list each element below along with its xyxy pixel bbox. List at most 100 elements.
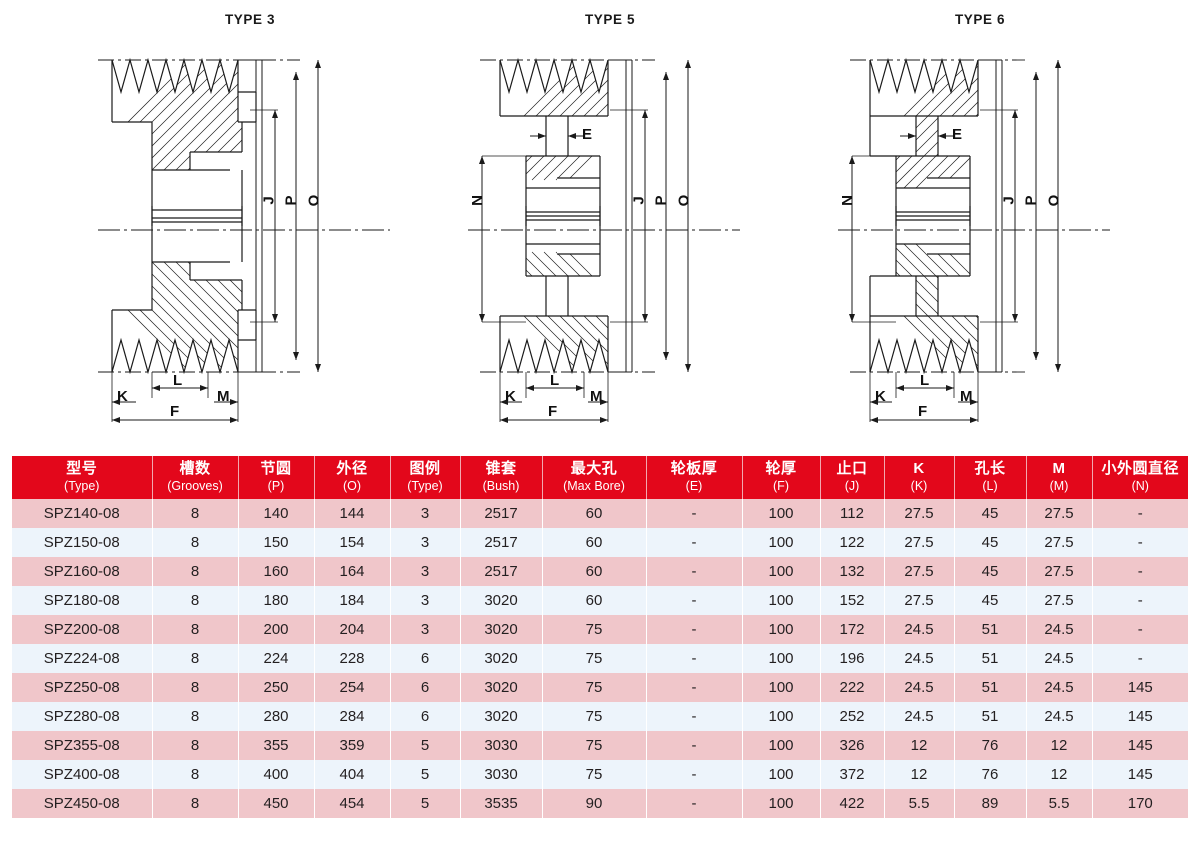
table-header-row: 型号 (Type) 槽数 (Grooves) 节圆 (P) 外径 (O) 图例 (Type) 锥套(…	[12, 456, 1188, 499]
table-row: SPZ224-08 8 224 228 6 3020 75-100 196 24.5 51 24.5…	[12, 643, 1188, 673]
cell-type: SPZ160-08	[12, 556, 153, 586]
dim-label-F-type5: F	[548, 403, 558, 420]
header-cn-7: 轮板厚	[670, 460, 718, 477]
table-cell-1: 8	[151, 498, 239, 528]
dim-label-F-type3: F	[170, 403, 180, 420]
header-cn-8: 轮厚	[765, 460, 797, 477]
table-cell-13: -	[1091, 498, 1188, 528]
dim-label-F-type6: F	[918, 403, 928, 420]
dim-label-P-type3: P	[282, 195, 300, 206]
dim-label-M-type5: M	[590, 388, 603, 405]
header-cn-0: 型号	[66, 460, 98, 477]
header-cn-3: 外径	[336, 460, 368, 477]
table-cell-3: 144	[313, 498, 391, 528]
table-cell-11: 51	[953, 643, 1027, 673]
dim-label-N-type6: N	[838, 195, 856, 206]
table-cell-6: 75	[541, 614, 647, 644]
table-cell-4: 6	[389, 643, 461, 673]
table-cell-12: 24.5	[1025, 643, 1093, 673]
drawing-title-type-5: TYPE 5	[584, 12, 636, 27]
table-cell-7: -	[645, 614, 743, 644]
table-header-cell-2: 节圆 (P)	[237, 456, 315, 499]
table-cell-13: -	[1091, 643, 1188, 673]
table-cell-8: 100	[741, 614, 821, 644]
table-cell-13: -	[1091, 585, 1188, 615]
table-cell-11: 51	[953, 614, 1027, 644]
table-cell-2: 200	[237, 614, 315, 644]
table-cell-2: 140	[237, 498, 315, 528]
drawing-type-3: TYPE 3	[90, 0, 410, 440]
table-cell-8: 100	[741, 527, 821, 557]
table-cell-4: 3	[389, 614, 461, 644]
table-cell-11: 45	[953, 498, 1027, 528]
table-cell-11: 45	[953, 556, 1027, 586]
table-cell-9: 326	[819, 730, 885, 760]
dim-label-E-type5: E	[582, 126, 593, 143]
header-en-6: (Max Bore)	[563, 478, 625, 493]
drawing-title-type-6: TYPE 6	[954, 12, 1006, 27]
table-cell-10: 27.5	[883, 527, 955, 557]
dim-label-M-type6: M	[960, 388, 973, 405]
table-cell-5: 3020	[459, 672, 543, 702]
table-row: SPZ200-08 8 200 204 3 3020 75-100 172 24.5 51 24.5…	[12, 614, 1188, 644]
table-row: SPZ140-08 8 140 144 3 2517 60-100 112 27.5 45 27.5…	[12, 498, 1188, 528]
table-cell-11: 76	[953, 730, 1027, 760]
header-en-11: (L)	[982, 478, 998, 493]
table-cell-12: 12	[1025, 730, 1093, 760]
table-header-cell-11: 孔长 (L)	[953, 456, 1027, 499]
drawing-title-type-3: TYPE 3	[224, 12, 276, 27]
table-cell-7: -	[645, 498, 743, 528]
table-row: SPZ280-08 8 280 284 6 3020 75-100 252 24.5 51 24.5…	[12, 701, 1188, 731]
table-body: SPZ140-08 8 140 144 3 2517 60-100 112 27.5 45 27.5…	[12, 498, 1188, 818]
cell-type: SPZ180-08	[12, 585, 153, 615]
table-cell-1: 8	[151, 701, 239, 731]
table-header-cell-8: 轮厚 (F)	[741, 456, 821, 499]
table-cell-12: 27.5	[1025, 527, 1093, 557]
table-cell-3: 254	[313, 672, 391, 702]
header-cn-6: 最大孔	[570, 460, 618, 477]
table-cell-2: 355	[237, 730, 315, 760]
table-cell-7: -	[645, 672, 743, 702]
table-cell-10: 24.5	[883, 643, 955, 673]
drawing-svg-type-5	[468, 57, 740, 423]
table-cell-3: 228	[313, 643, 391, 673]
table-cell-8: 100	[741, 498, 821, 528]
drawing-svg-type-3	[98, 57, 390, 423]
table-cell-3: 404	[313, 759, 391, 789]
table-cell-10: 27.5	[883, 556, 955, 586]
table-cell-4: 3	[389, 556, 461, 586]
table-cell-12: 12	[1025, 759, 1093, 789]
cell-type: SPZ140-08	[12, 498, 153, 528]
table-cell-9: 422	[819, 788, 885, 818]
dim-label-J-type3: J	[260, 196, 278, 205]
table-cell-7: -	[645, 643, 743, 673]
dim-label-L-type5: L	[550, 372, 560, 389]
table-cell-13: 145	[1091, 730, 1188, 760]
table-cell-6: 60	[541, 527, 647, 557]
table-cell-12: 27.5	[1025, 556, 1093, 586]
table-cell-3: 184	[313, 585, 391, 615]
table-cell-3: 204	[313, 614, 391, 644]
dim-label-O-type5: O	[675, 194, 693, 207]
table-cell-4: 3	[389, 585, 461, 615]
table-cell-5: 2517	[459, 498, 543, 528]
table-cell-9: 222	[819, 672, 885, 702]
table-cell-3: 284	[313, 701, 391, 731]
table-cell-1: 8	[151, 672, 239, 702]
header-cn-9: 止口	[836, 460, 868, 477]
table-cell-6: 75	[541, 759, 647, 789]
dim-label-O-type3: O	[305, 194, 323, 207]
table-cell-2: 280	[237, 701, 315, 731]
technical-drawings-panel: TYPE 3	[90, 0, 1110, 440]
table-cell-6: 75	[541, 672, 647, 702]
table-cell-9: 152	[819, 585, 885, 615]
cell-type: SPZ400-08	[12, 759, 153, 789]
table-cell-4: 5	[389, 730, 461, 760]
table-cell-13: 145	[1091, 701, 1188, 731]
table-cell-1: 8	[151, 643, 239, 673]
table-cell-9: 132	[819, 556, 885, 586]
table-cell-9: 372	[819, 759, 885, 789]
table-cell-6: 60	[541, 585, 647, 615]
table-cell-1: 8	[151, 527, 239, 557]
table-cell-2: 224	[237, 643, 315, 673]
